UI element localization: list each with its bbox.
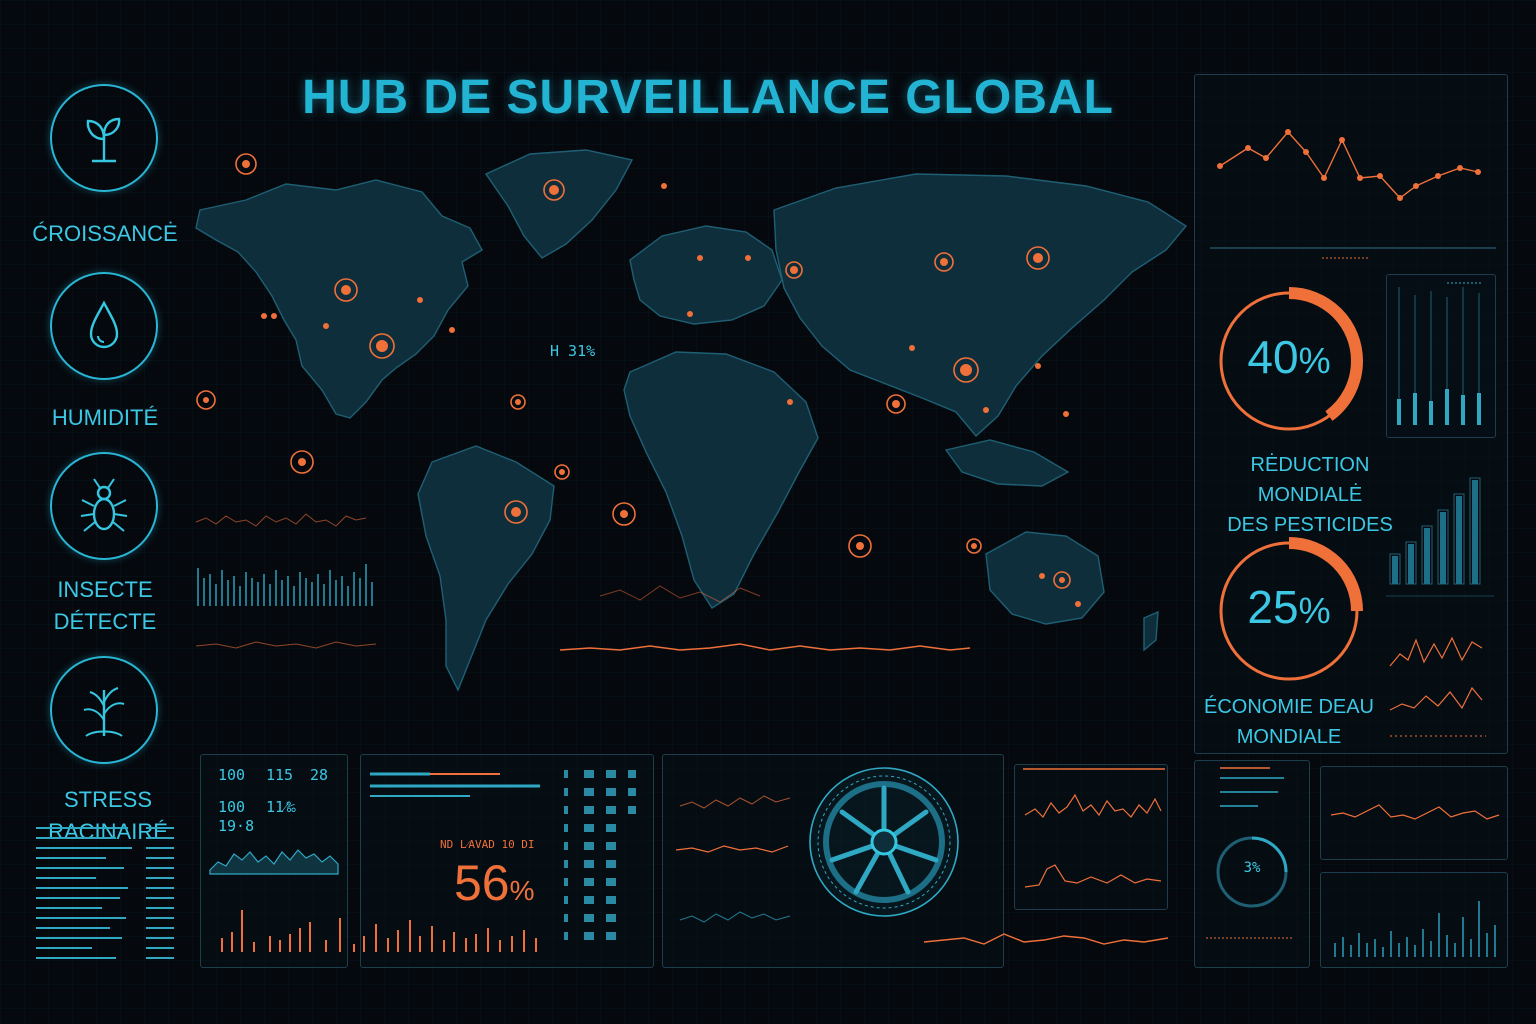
progress-value: 56%	[454, 854, 535, 912]
water-drop-icon[interactable]	[50, 272, 158, 380]
kpi-pesticides-label: RĖDUCTION MONDIALĖ DES PESTICIDES	[1196, 450, 1424, 540]
kpi-pesticides-label-line2: DES PESTICIDES	[1227, 514, 1393, 536]
stats-row-2: 100 11⁄‰ 19·8	[218, 798, 344, 835]
progress-caption: ND L⁄AVAD 10 DI	[440, 838, 535, 851]
dual-wave-chart	[1023, 768, 1165, 888]
kpi-ring-water	[1215, 537, 1363, 685]
wave-panel-right	[1320, 766, 1508, 860]
spike-chart-right	[1334, 901, 1496, 957]
world-map[interactable]	[186, 140, 1196, 700]
map-bottom-signal-chart	[559, 585, 971, 651]
kpi-pesticides-value: 40%	[1214, 330, 1364, 384]
continent-europe	[629, 225, 783, 325]
kpi-water-label-line2: MONDIALE	[1236, 726, 1342, 748]
mini-bar-panel-1	[1386, 274, 1496, 438]
mini-bar-chart-1	[1397, 282, 1483, 425]
right-signal-charts	[1386, 595, 1494, 737]
sprout-icon[interactable]	[50, 84, 158, 192]
kpi-pesticides-number: 40	[1247, 331, 1299, 383]
small-gauge-ring	[1216, 836, 1288, 908]
progress-value-unit: %	[509, 875, 535, 906]
gauge-panel	[1194, 760, 1310, 968]
map-overlay-label: H 31%	[550, 342, 596, 360]
spike-panel-right	[1320, 872, 1508, 968]
continent-australia	[985, 531, 1105, 625]
kpi-water-unit: %	[1298, 590, 1331, 631]
progress-bars	[370, 772, 540, 797]
stats-r1-c3: 28	[310, 766, 329, 784]
category-label-insect-line1: INSECTE	[57, 577, 153, 602]
progress-caption-text: ND L⁄AVAD 10 DI	[440, 838, 535, 851]
small-gauge-value: 3%	[1243, 860, 1261, 876]
trend-line-chart	[1210, 129, 1496, 259]
progress-tick-grid	[564, 770, 636, 940]
stats-area-chart	[209, 849, 339, 875]
dual-wave-panel	[1014, 764, 1168, 910]
kpi-pesticides-unit: %	[1298, 340, 1331, 381]
category-label-humidity: HUMIDITÉ	[51, 405, 159, 430]
category-label-root-stress: STRESS RACINAIRÉ	[48, 787, 168, 844]
stats-r1-c2: 115	[266, 766, 294, 784]
rotor-panel-signals	[675, 795, 791, 923]
region-southeast-asia	[944, 439, 1070, 487]
stats-r1-c1: 100	[218, 766, 246, 784]
kpi-water-label-line1: ÉCONOMIE DEAU	[1203, 696, 1375, 718]
continent-asia	[773, 173, 1188, 438]
stats-r2-c2: 11⁄‰	[266, 798, 296, 816]
kpi-ring-pesticides	[1215, 287, 1363, 435]
bottom-orange-wave	[923, 933, 1169, 945]
gauge-panel-lines	[1220, 767, 1284, 807]
map-left-signal-chart	[195, 513, 377, 649]
kpi-water-label: ÉCONOMIE DEAU MONDIALE	[1196, 692, 1382, 752]
category-label-growth: ĆROISSANCĖ	[32, 221, 178, 246]
stats-row-1: 100 115 28	[218, 766, 338, 784]
rising-bar-chart	[1389, 477, 1481, 585]
continent-greenland	[484, 149, 634, 259]
kpi-pesticides-label-line1: RĖDUCTION MONDIALĖ	[1250, 454, 1370, 506]
continent-south-america	[417, 445, 555, 692]
gauge-panel-bottom-line	[1206, 937, 1292, 939]
wave-chart-right	[1330, 804, 1500, 820]
category-label-insect-line2: DÉTECTE	[53, 609, 157, 634]
rotor-icon[interactable]	[806, 764, 962, 920]
stats-r2-c1: 100	[218, 798, 246, 816]
category-label-insect: INSECTE DÉTECTE	[20, 574, 190, 638]
bottom-orange-bar-chart	[221, 910, 537, 952]
map-hotspots	[196, 153, 1081, 607]
progress-value-number: 56	[454, 855, 510, 911]
insect-icon[interactable]	[50, 452, 158, 560]
left-data-lines	[36, 827, 174, 959]
root-stress-icon[interactable]	[50, 656, 158, 764]
continent-africa	[623, 351, 819, 609]
page-title: HUB DE SURVEILLANCE GLOBAL	[302, 71, 1114, 124]
kpi-water-number: 25	[1247, 581, 1299, 633]
region-new-zealand	[1143, 610, 1159, 652]
kpi-water-value: 25%	[1214, 580, 1364, 634]
stats-r2-c3: 19·8	[218, 817, 255, 835]
